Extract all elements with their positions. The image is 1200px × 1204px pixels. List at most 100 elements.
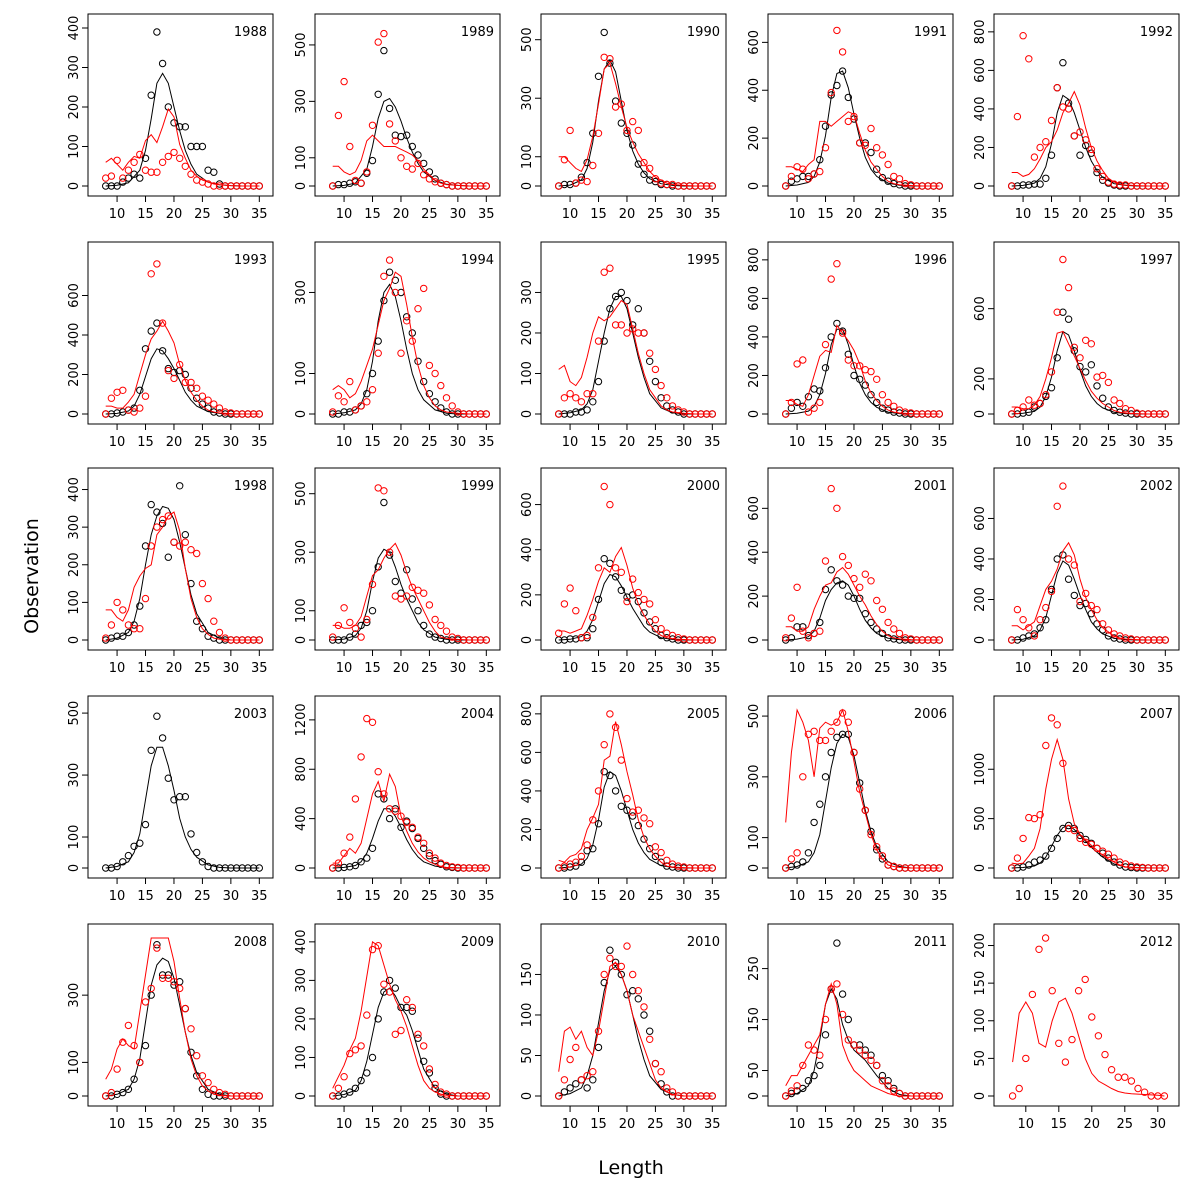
data-point — [380, 795, 388, 803]
y-tick-label: 600 — [747, 286, 762, 311]
data-point — [1127, 862, 1135, 870]
y-tick-label: 200 — [520, 817, 535, 842]
data-point — [141, 392, 150, 400]
data-point — [1019, 403, 1027, 411]
x-tick-label: 35 — [1157, 435, 1174, 450]
data-point — [850, 112, 858, 121]
data-point — [136, 174, 144, 182]
y-tick-label: 100 — [67, 134, 82, 159]
data-point — [640, 814, 648, 822]
data-point — [176, 984, 184, 993]
panel-frame — [993, 13, 1180, 197]
data-point — [357, 402, 365, 410]
x-tick-label: 25 — [647, 661, 664, 676]
panel-1991: 1991 10 15 20 25 30 35 0 200 400 600 — [747, 13, 954, 222]
data-point — [838, 48, 847, 56]
panel-frame — [87, 923, 274, 1107]
data-point — [884, 1077, 892, 1085]
x-tick-label: 15 — [137, 889, 154, 904]
data-point — [181, 123, 190, 131]
data-point — [810, 1071, 818, 1080]
y-tick-label: 300 — [294, 280, 309, 305]
y-tick-label: 600 — [973, 506, 988, 531]
data-point — [124, 1021, 133, 1030]
x-tick-label: 30 — [450, 889, 467, 904]
data-point — [867, 391, 875, 399]
data-point — [1030, 632, 1039, 640]
data-point — [878, 1071, 887, 1080]
data-point — [782, 410, 790, 418]
series-line — [1011, 737, 1166, 869]
panel-1992: 1992 10 15 20 25 30 35 0 200 400 600 800 — [973, 13, 1180, 222]
data-point — [1064, 821, 1073, 830]
data-point — [867, 618, 875, 627]
panel-frame — [993, 695, 1180, 879]
data-point — [1154, 1092, 1162, 1100]
data-point — [374, 349, 382, 357]
x-tick-label: 20 — [846, 207, 863, 222]
y-tick-label: 0 — [67, 410, 82, 418]
data-point — [827, 484, 835, 493]
data-point — [827, 985, 835, 993]
data-point — [827, 748, 835, 757]
y-tick-label: 400 — [67, 477, 82, 502]
data-point — [420, 589, 428, 597]
data-point — [623, 329, 631, 337]
data-point — [380, 988, 388, 996]
x-tick-label: 30 — [1129, 889, 1146, 904]
data-point — [793, 623, 801, 631]
y-axis-title: Observation — [21, 518, 43, 634]
data-point — [102, 410, 110, 418]
panel-series — [102, 482, 263, 644]
data-point — [1013, 605, 1022, 614]
data-point — [340, 636, 348, 644]
data-point — [380, 980, 388, 988]
data-point — [583, 406, 591, 414]
data-point — [391, 807, 399, 815]
y-tick-label: 150 — [520, 962, 535, 987]
data-point — [368, 945, 377, 954]
x-tick-label: 20 — [1072, 435, 1089, 450]
data-point — [617, 962, 625, 971]
data-point — [1121, 1073, 1129, 1081]
data-point — [368, 1053, 377, 1062]
data-point — [1070, 591, 1079, 600]
data-point — [821, 144, 830, 152]
data-point — [833, 718, 841, 726]
data-point — [1047, 714, 1056, 722]
data-point — [187, 1025, 195, 1033]
data-point — [1008, 410, 1016, 418]
panel-series — [1008, 482, 1170, 644]
x-tick-label: 30 — [676, 435, 693, 450]
x-tick-label: 30 — [903, 435, 920, 450]
data-point — [147, 327, 155, 335]
data-point — [646, 349, 654, 357]
data-point — [176, 793, 184, 801]
data-point — [611, 573, 620, 581]
y-tick-label: 200 — [973, 933, 988, 958]
data-point — [1053, 84, 1061, 92]
data-point — [1076, 354, 1084, 362]
data-point — [810, 727, 818, 735]
x-tick-label: 25 — [1100, 435, 1117, 450]
x-tick-label: 10 — [789, 1117, 806, 1132]
data-point — [878, 605, 887, 613]
x-tick-label: 25 — [647, 889, 664, 904]
data-point — [844, 561, 852, 570]
x-tick-label: 35 — [931, 435, 948, 450]
y-tick-label: 50 — [973, 1050, 988, 1067]
data-point — [420, 159, 428, 168]
data-point — [215, 182, 224, 190]
data-point — [340, 1073, 348, 1081]
x-tick-label: 10 — [1015, 207, 1032, 222]
data-point — [850, 748, 858, 757]
data-point — [1099, 172, 1107, 181]
data-point — [606, 710, 614, 718]
series-line — [1011, 94, 1166, 187]
data-point — [420, 839, 428, 847]
data-point — [663, 402, 671, 410]
data-point — [1070, 824, 1079, 833]
data-point — [1093, 382, 1101, 390]
data-point — [1064, 575, 1073, 583]
data-point — [821, 364, 830, 372]
